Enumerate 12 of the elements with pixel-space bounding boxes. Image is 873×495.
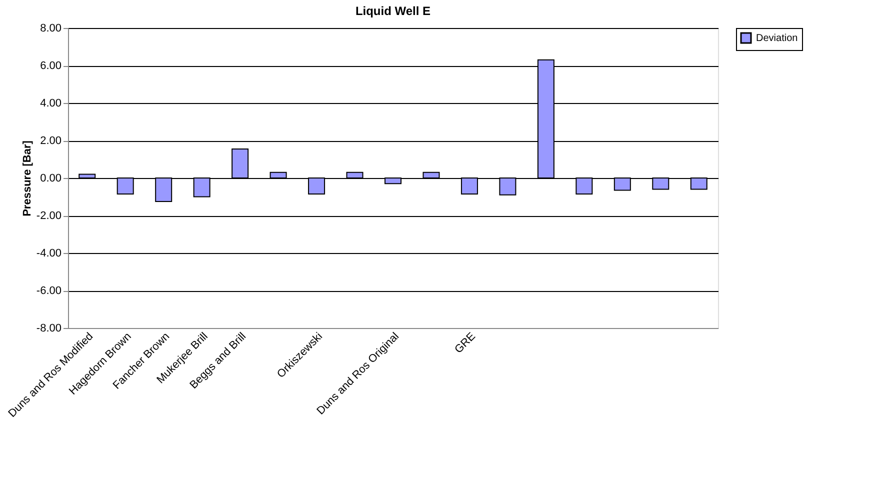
y-tick-label: 8.00	[40, 22, 62, 34]
y-tick-label: -2.00	[36, 210, 62, 222]
y-axis-title: Pressure [Bar]	[21, 140, 34, 216]
chart-title: Liquid Well E	[355, 4, 431, 18]
y-tick-label: -8.00	[36, 322, 62, 334]
y-tick-label: 2.00	[40, 135, 62, 147]
y-tick-label: 4.00	[40, 98, 62, 110]
y-tick-label: 0.00	[40, 172, 62, 184]
y-tick-label: -6.00	[36, 285, 62, 297]
y-tick-label: 6.00	[40, 60, 62, 72]
legend-label: Deviation	[756, 33, 798, 44]
y-tick-label: -4.00	[36, 248, 62, 260]
